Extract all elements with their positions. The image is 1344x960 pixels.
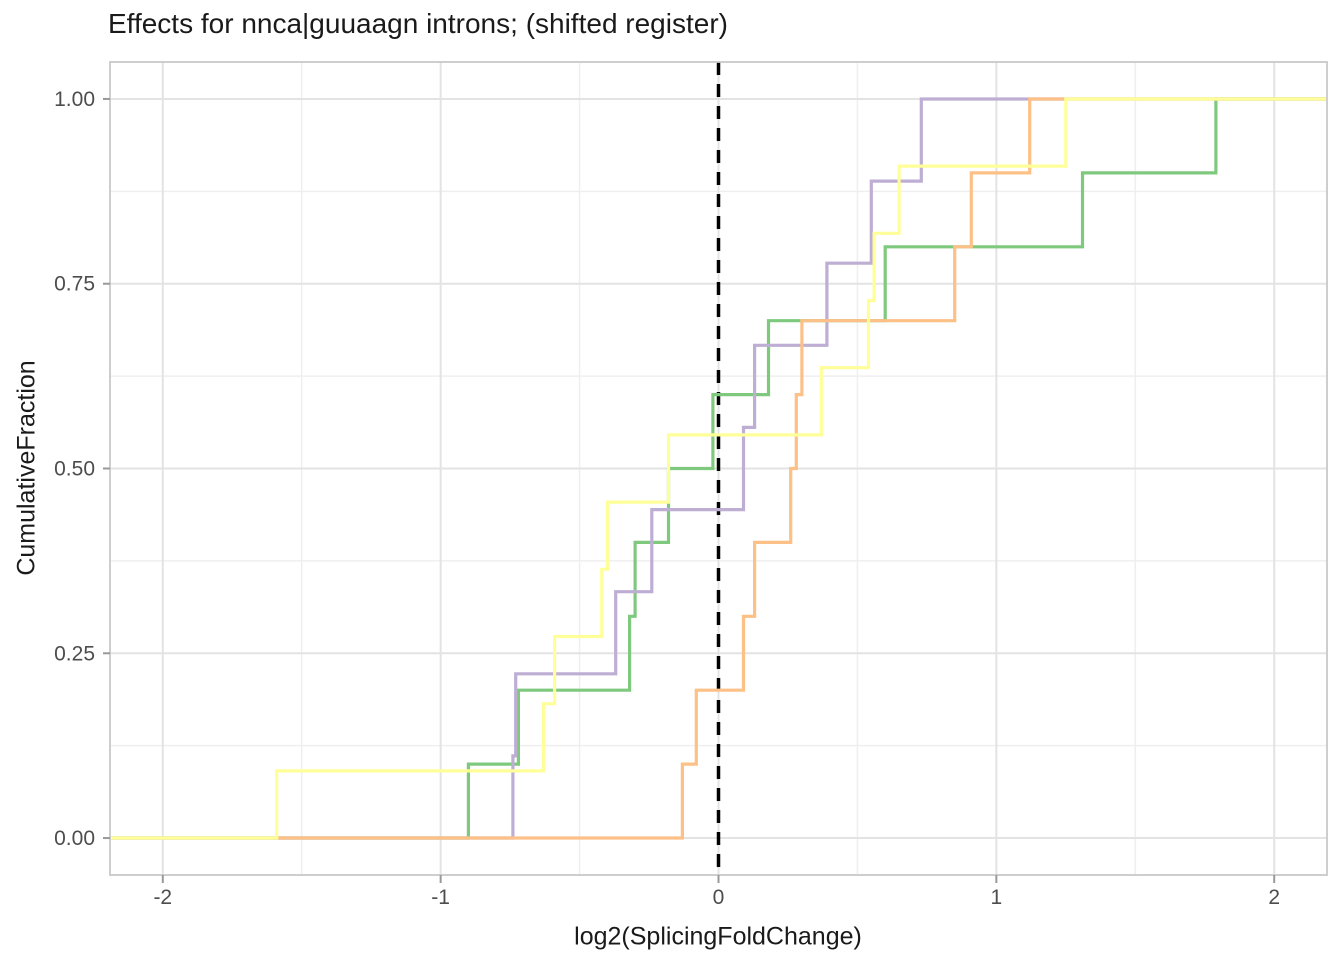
x-tick-label: -2	[153, 886, 172, 909]
ecdf-line-purple	[110, 97, 1327, 840]
x-tick-label: 2	[1268, 886, 1280, 909]
ecdf-line-orange	[110, 97, 1327, 840]
y-tick-label: 0.25	[54, 642, 95, 665]
chart-title: Effects for nnca|guuaagn introns; (shift…	[108, 8, 728, 39]
y-tick-label: 0.00	[54, 827, 95, 850]
y-axis-title: CumulativeFraction	[12, 360, 41, 576]
ecdf-line-green	[110, 97, 1327, 840]
y-tick-label: 0.50	[54, 458, 95, 481]
x-tick-label: 0	[713, 886, 725, 909]
x-tick-label: 1	[991, 886, 1003, 909]
x-axis-title: log2(SplicingFoldChange)	[574, 922, 862, 951]
x-tick-label: -1	[431, 886, 450, 909]
y-tick-label: 1.00	[54, 88, 95, 111]
y-tick-label: 0.75	[54, 273, 95, 296]
ecdf-line-yellow	[110, 97, 1327, 840]
